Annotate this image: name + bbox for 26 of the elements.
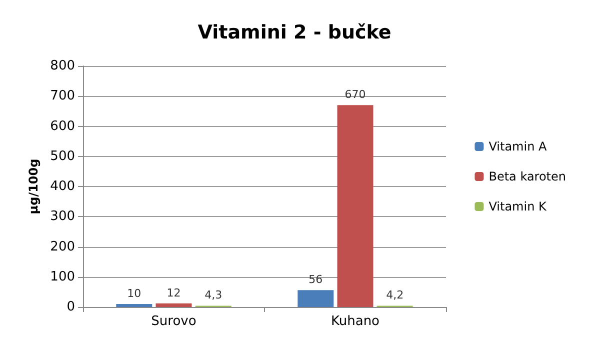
x-tick-label: Surovo [151, 314, 196, 329]
data-label: 12 [166, 286, 181, 300]
data-label: 56 [308, 273, 323, 286]
legend-label: Vitamin A [488, 140, 548, 154]
y-tick-label: 700 [50, 88, 75, 104]
y-axis-title: µg/100g [26, 158, 40, 214]
y-tick-label: 300 [50, 209, 75, 224]
bar [298, 290, 334, 307]
data-label: 10 [127, 286, 142, 300]
chart-title: Vitamini 2 - bučke [198, 22, 392, 44]
y-tick-label: 200 [50, 239, 75, 254]
bar [116, 304, 152, 307]
bar [156, 303, 192, 307]
y-tick-label: 400 [50, 179, 75, 194]
y-tick-label: 500 [50, 148, 75, 164]
legend-label: Beta karoten [488, 170, 566, 184]
bar [337, 105, 374, 307]
y-tick-label: 800 [50, 58, 75, 74]
x-tick-label: Kuhano [330, 314, 380, 329]
y-tick-label: 100 [50, 269, 75, 284]
data-label: 4,3 [204, 288, 222, 302]
data-label: 4,2 [386, 288, 404, 302]
data-label: 670 [344, 88, 366, 102]
legend-label: Vitamin K [488, 200, 548, 214]
y-tick-label: 600 [50, 118, 75, 134]
y-tick-label: 0 [66, 300, 75, 314]
